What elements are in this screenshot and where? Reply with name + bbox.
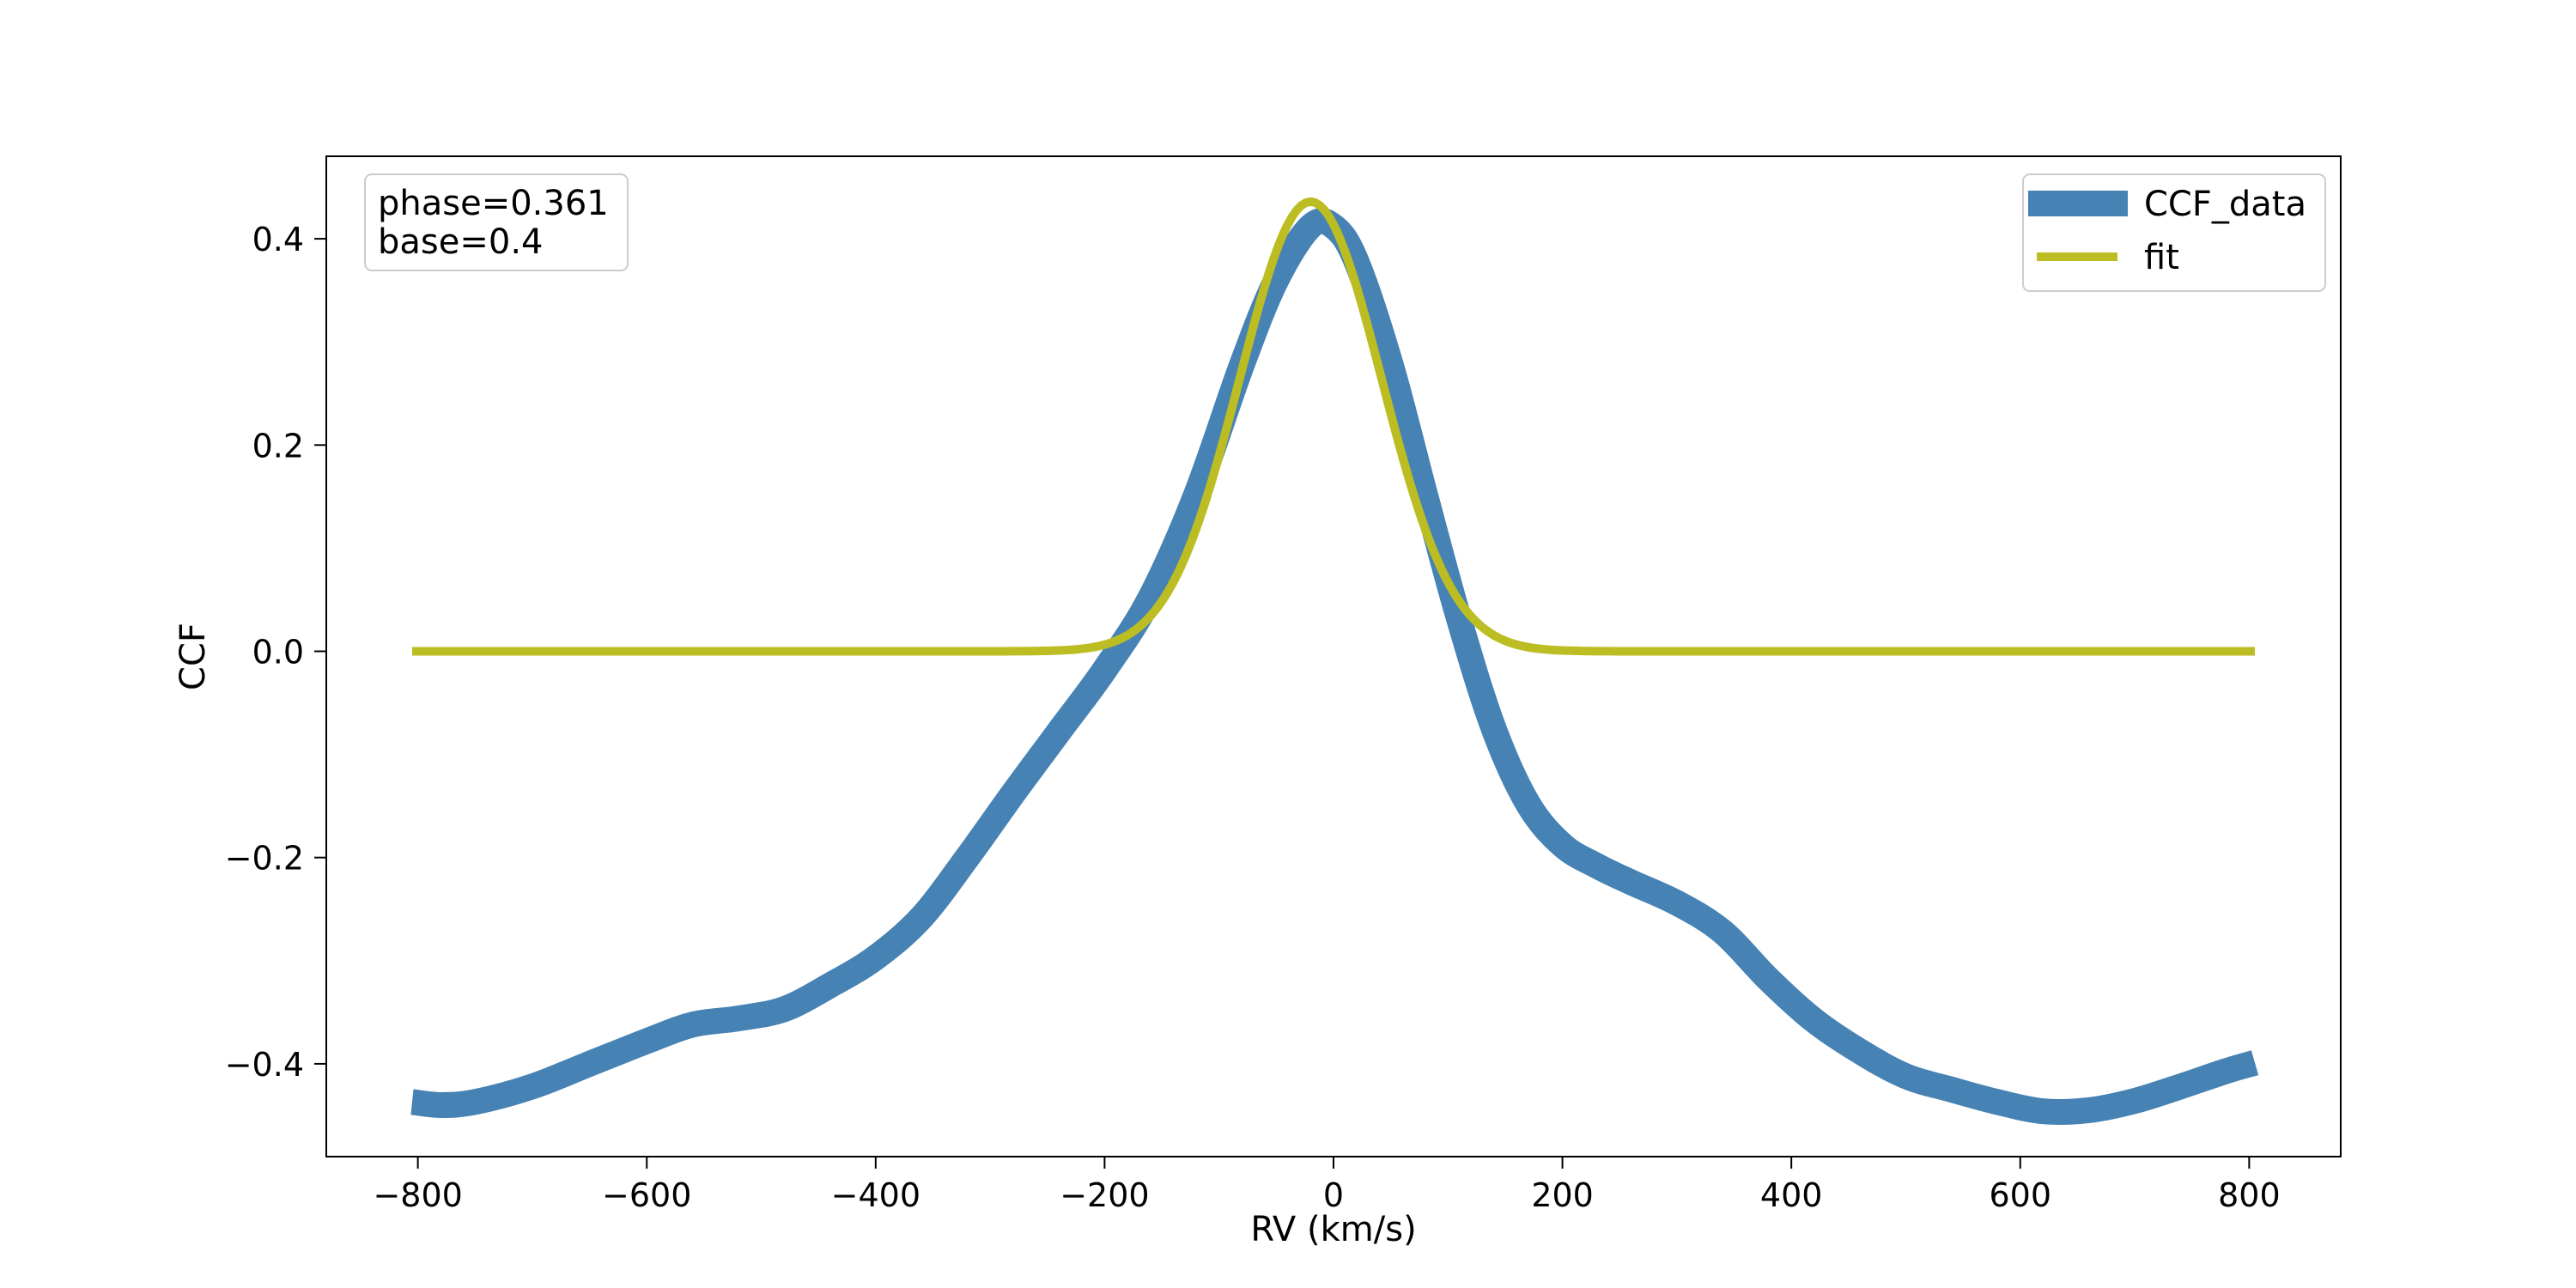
annotation-base: base=0.4 bbox=[378, 222, 543, 262]
x-axis: −800 −600 −400 −200 0 200 400 600 800 bbox=[373, 1157, 2281, 1214]
series-fit-line bbox=[411, 197, 2256, 656]
x-axis-title: RV (km/s) bbox=[1250, 1210, 1416, 1249]
x-tick-label: 600 bbox=[1990, 1176, 2052, 1214]
y-tick-label: 0.2 bbox=[252, 427, 304, 465]
y-tick-label: 0.0 bbox=[252, 633, 304, 671]
annotation-box: phase=0.361 base=0.4 bbox=[364, 173, 629, 271]
legend-label-ccf-data: CCF_data bbox=[2144, 185, 2306, 224]
x-tick-label: −600 bbox=[602, 1176, 691, 1214]
y-tick-label: −0.2 bbox=[225, 840, 304, 878]
plot-area bbox=[410, 197, 2259, 1126]
x-tick-label: 0 bbox=[1323, 1176, 1344, 1214]
annotation-background bbox=[364, 173, 629, 271]
legend: CCF_data fit bbox=[2022, 173, 2326, 292]
legend-label-fit: fit bbox=[2144, 238, 2179, 277]
series-ccf-data-line bbox=[410, 208, 2259, 1126]
annotation-phase: phase=0.361 bbox=[378, 184, 609, 223]
x-tick-label: 800 bbox=[2218, 1176, 2281, 1214]
y-axis: −0.4 −0.2 0.0 0.2 0.4 bbox=[225, 221, 326, 1084]
y-tick-label: −0.4 bbox=[225, 1046, 304, 1084]
x-tick-label: 200 bbox=[1531, 1176, 1594, 1214]
x-tick-label: −400 bbox=[831, 1176, 920, 1214]
x-tick-label: −800 bbox=[373, 1176, 462, 1214]
y-tick-label: 0.4 bbox=[252, 221, 304, 258]
plot-frame bbox=[325, 155, 2342, 1157]
y-axis-title: CCF bbox=[173, 623, 213, 690]
x-tick-label: −200 bbox=[1060, 1176, 1149, 1214]
x-tick-label: 400 bbox=[1760, 1176, 1823, 1214]
